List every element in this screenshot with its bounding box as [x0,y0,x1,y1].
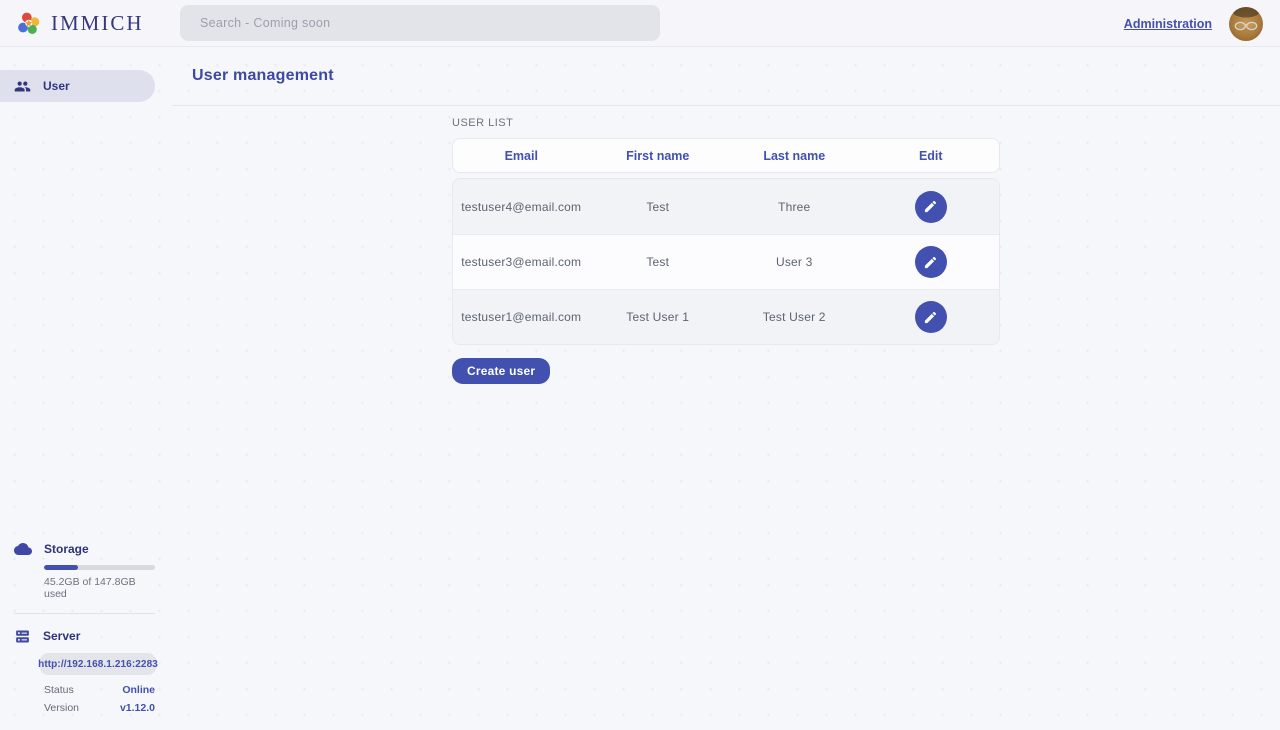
version-label: Version [44,702,80,714]
cell-last-name: User 3 [775,255,813,269]
table-header-row: Email First name Last name Edit [452,138,1000,173]
version-value: v1.12.0 [119,702,155,714]
column-header-first-name: First name [626,148,690,163]
user-table: testuser4@email.com Test Three [452,178,1000,345]
cell-last-name: Test User 2 [762,310,826,324]
column-header-edit: Edit [918,148,943,163]
cell-last-name: Three [778,199,811,214]
immich-flower-icon [16,11,42,37]
cloud-icon [14,540,32,558]
server-status-row: Status Online [44,684,155,696]
cell-email: testuser1@email.com [461,310,582,324]
sidebar-divider [14,613,155,614]
server-version-row: Version v1.12.0 [44,702,155,714]
storage-title: Storage [44,542,89,556]
column-header-email: Email [504,148,538,163]
page-title: User management [192,67,334,84]
pencil-icon [923,310,938,325]
pencil-icon [923,199,938,214]
cell-first-name: Test User 1 [626,310,690,324]
title-bar: User management [172,47,1280,106]
storage-usage-text: 45.2GB of 147.8GB used [44,576,136,600]
server-title: Server [43,629,81,643]
storage-progress-fill [44,565,78,570]
main-panel: User management USER LIST Email First na… [172,47,1280,730]
storage-header: Storage [14,540,156,558]
edit-user-button[interactable] [914,190,947,223]
create-user-button[interactable]: Create user [452,358,551,384]
sidebar: User Storage 45.2GB of 147.8GB used [0,47,172,730]
sidebar-item-user[interactable]: User [0,70,155,102]
status-value: Online [122,684,155,696]
users-icon [14,78,31,95]
cell-first-name: Test [646,199,670,214]
search-input[interactable] [180,5,660,41]
pencil-icon [923,255,938,270]
table-row: testuser1@email.com Test User 1 Test Use… [453,289,999,344]
nav-right-group: Administration [1124,0,1263,47]
user-list-section: USER LIST Email First name Last name Edi… [452,106,1000,384]
table-row: testuser3@email.com Test User 3 [453,234,999,289]
edit-user-button[interactable] [914,301,947,333]
server-icon [14,628,31,645]
column-header-last-name: Last name [763,148,826,163]
sidebar-status-panel: Storage 45.2GB of 147.8GB used [0,540,172,730]
cell-first-name: Test [646,255,670,269]
top-nav: IMMICH Administration [0,0,1280,47]
section-label: USER LIST [452,117,514,129]
app-wordmark: IMMICH [51,11,144,35]
user-avatar[interactable] [1229,6,1263,41]
server-url-badge: http://192.168.1.216:2283 [38,653,158,675]
status-label: Status [44,684,74,696]
table-row: testuser4@email.com Test Three [453,179,999,234]
administration-link[interactable]: Administration [1123,16,1212,31]
server-header: Server [14,627,156,645]
cell-email: testuser3@email.com [461,255,582,269]
edit-user-button[interactable] [914,246,947,278]
app-logo[interactable]: IMMICH [16,0,144,47]
sidebar-item-user-label: User [43,79,70,93]
storage-progress-bar [44,565,155,570]
cell-email: testuser4@email.com [461,199,582,214]
